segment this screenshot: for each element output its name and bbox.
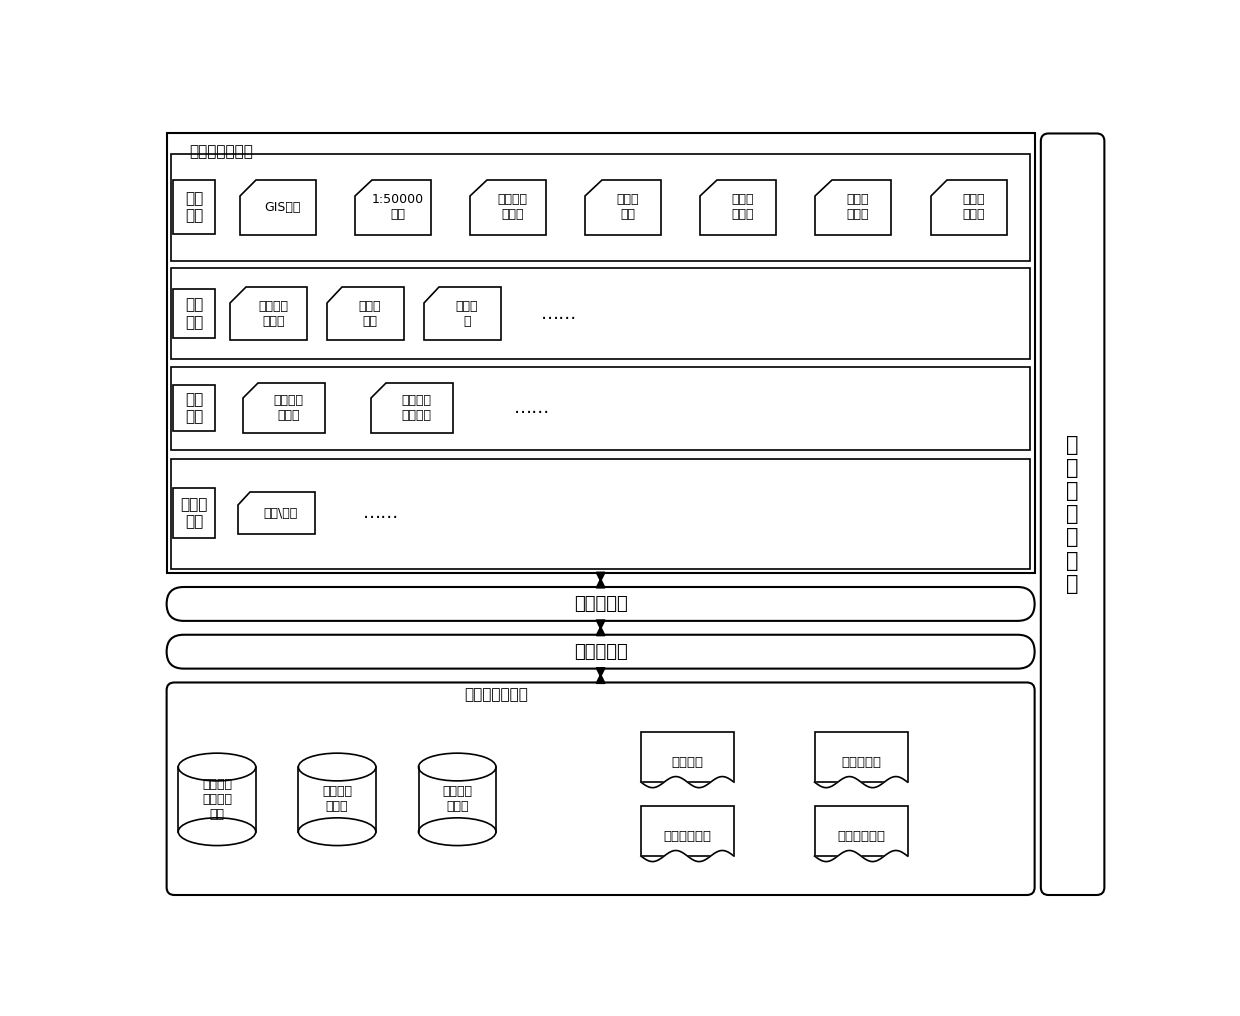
Bar — [641, 806, 734, 856]
Bar — [815, 806, 908, 856]
Text: 数据资源存储区: 数据资源存储区 — [465, 687, 528, 702]
Bar — [179, 767, 255, 832]
Text: 监测数
据图层: 监测数 据图层 — [732, 193, 754, 221]
Bar — [171, 154, 1030, 260]
Ellipse shape — [299, 753, 376, 781]
Bar — [172, 489, 216, 537]
Text: 多格式文件: 多格式文件 — [841, 756, 882, 769]
Text: 输变电工
程统计: 输变电工 程统计 — [258, 300, 288, 327]
Bar — [171, 367, 1030, 450]
Polygon shape — [701, 180, 776, 235]
Text: 数据访问层: 数据访问层 — [574, 643, 627, 660]
Text: 业务应用数据区: 业务应用数据区 — [188, 144, 253, 160]
Bar — [166, 133, 1034, 573]
Text: 基础
数据: 基础 数据 — [185, 191, 203, 224]
FancyBboxPatch shape — [166, 683, 1034, 895]
Text: 反馈意
见数据: 反馈意 见数据 — [962, 193, 985, 221]
Text: 系
统
内
外
部
接
口: 系 统 内 外 部 接 口 — [1066, 435, 1079, 593]
FancyBboxPatch shape — [1040, 133, 1105, 895]
Ellipse shape — [179, 818, 255, 845]
Text: 网络业务数据: 网络业务数据 — [837, 830, 885, 843]
Text: 敏感区
统计: 敏感区 统计 — [358, 300, 382, 327]
Text: 设备信息
数据库: 设备信息 数据库 — [443, 785, 472, 814]
Bar — [641, 732, 734, 782]
Text: 纸质扫描文件: 纸质扫描文件 — [663, 830, 712, 843]
Text: 综合统
计: 综合统 计 — [455, 300, 479, 327]
Bar — [419, 767, 496, 832]
Text: 纠纷数
据图层: 纠纷数 据图层 — [847, 193, 869, 221]
Bar — [171, 459, 1030, 569]
Bar — [172, 385, 216, 432]
Polygon shape — [424, 288, 501, 339]
Ellipse shape — [179, 753, 255, 781]
Bar — [172, 289, 216, 338]
Text: 敏感区识
别数据: 敏感区识 别数据 — [274, 394, 304, 423]
FancyBboxPatch shape — [166, 587, 1034, 621]
Text: 批文\文档: 批文\文档 — [264, 507, 298, 519]
Text: 对象关系
型空间数
据库: 对象关系 型空间数 据库 — [202, 778, 232, 821]
Text: ……: …… — [541, 305, 578, 323]
Text: 敏感区属
性数据: 敏感区属 性数据 — [322, 785, 352, 814]
Text: 环境因子
预测数据: 环境因子 预测数据 — [402, 394, 432, 423]
Polygon shape — [930, 180, 1007, 235]
Text: GIS底图: GIS底图 — [264, 201, 300, 214]
Polygon shape — [815, 850, 908, 878]
Text: 非结构
数据: 非结构 数据 — [181, 497, 208, 529]
Polygon shape — [371, 383, 453, 434]
Polygon shape — [641, 776, 734, 805]
Text: 应用服务层: 应用服务层 — [574, 595, 627, 613]
Text: 输变电工
程图层: 输变电工 程图层 — [497, 193, 527, 221]
Polygon shape — [641, 850, 734, 878]
Polygon shape — [239, 180, 316, 235]
Polygon shape — [326, 288, 404, 339]
Bar — [171, 268, 1030, 359]
Polygon shape — [229, 288, 308, 339]
Ellipse shape — [419, 818, 496, 845]
Ellipse shape — [419, 753, 496, 781]
Text: 1:50000
图层: 1:50000 图层 — [372, 193, 424, 221]
Text: 统计
数据: 统计 数据 — [185, 298, 203, 330]
Bar — [299, 767, 376, 832]
Ellipse shape — [299, 818, 376, 845]
Polygon shape — [585, 180, 661, 235]
Bar — [172, 181, 216, 235]
Polygon shape — [243, 383, 325, 434]
Polygon shape — [470, 180, 546, 235]
Text: ……: …… — [513, 399, 551, 418]
Polygon shape — [355, 180, 430, 235]
Text: 计算
数据: 计算 数据 — [185, 392, 203, 425]
Polygon shape — [238, 492, 315, 534]
Polygon shape — [815, 776, 908, 805]
Polygon shape — [816, 180, 892, 235]
Bar — [815, 732, 908, 782]
FancyBboxPatch shape — [166, 635, 1034, 669]
Text: ……: …… — [363, 504, 399, 522]
Text: 敏感区
图层: 敏感区 图层 — [616, 193, 639, 221]
Text: 在线文件: 在线文件 — [671, 756, 703, 769]
